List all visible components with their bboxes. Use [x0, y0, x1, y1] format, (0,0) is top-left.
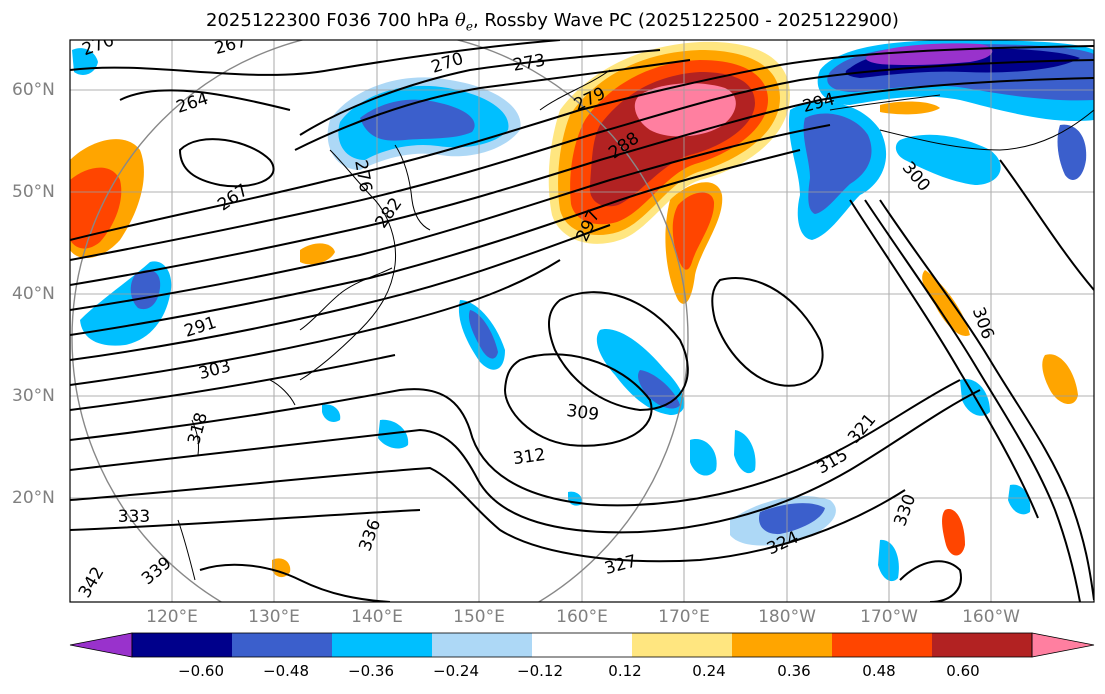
colorbar-tick-label: 0.24 [692, 662, 726, 680]
coastlines [177, 69, 1094, 581]
colorbar-tick-label: −0.12 [517, 662, 563, 680]
colorbar-segment [832, 633, 933, 657]
negative-anomaly-gulf-2 [895, 134, 1001, 185]
contour-label: 339 [138, 553, 176, 589]
negative-anomaly-sub-3 [734, 430, 756, 474]
lat-label-20n: 20°N [12, 488, 55, 508]
title-theta-symbol: θ [455, 10, 466, 31]
graticule [70, 40, 1094, 602]
contour-label: 327 [602, 551, 639, 579]
title-subscript: e [465, 19, 473, 34]
negative-anomaly-china [80, 261, 172, 346]
negative-anomaly-sub-2 [690, 439, 717, 476]
contour-label: 306 [968, 305, 998, 342]
colorbar [69, 632, 1095, 658]
contour-label: 321 [844, 410, 880, 448]
contour-label: 303 [196, 356, 233, 384]
colorbar-tick-label: −0.36 [348, 662, 394, 680]
lon-label-150e: 150°E [453, 607, 505, 627]
contour-label: 312 [512, 445, 547, 469]
colorbar-segment [532, 633, 633, 657]
lon-label-170w: 170°W [860, 607, 918, 627]
contour-label: 270 [80, 30, 117, 60]
colorbar-segment [132, 633, 233, 657]
lon-label-180w: 180°W [758, 607, 816, 627]
positive-anomaly-south [942, 509, 965, 556]
colorbar-segment [632, 633, 733, 657]
colorbar-outline [131, 632, 1033, 658]
title-suffix: , Rossby Wave PC (2025122500 - 202512290… [472, 10, 899, 31]
colorbar-tick-label: 0.12 [608, 662, 642, 680]
positive-anomaly-small-2 [880, 101, 940, 115]
contour-label: 264 [174, 89, 211, 118]
contour-label: 342 [75, 563, 109, 601]
contour-label: 267 [212, 31, 249, 59]
contour-label: 273 [511, 50, 546, 75]
contour-label: 318 [184, 410, 212, 447]
lat-label-50n: 50°N [12, 182, 55, 202]
lon-label-140e: 140°E [351, 607, 403, 627]
colorbar-tick-label: 0.36 [777, 662, 811, 680]
colorbar-tick-label: 0.48 [862, 662, 896, 680]
colorbar-segment [732, 633, 833, 657]
colorbar-tick-label: 0.60 [946, 662, 980, 680]
lat-label-60n: 60°N [12, 80, 55, 100]
negative-anomaly-west-pac-core [468, 310, 498, 359]
positive-anomaly-east [922, 270, 970, 336]
positive-anomaly-small-1 [272, 558, 291, 578]
lat-label-40n: 40°N [12, 284, 55, 304]
lat-label-30n: 30°N [12, 386, 55, 406]
map-frame [69, 39, 1095, 603]
negative-anomaly-east-2 [1008, 484, 1031, 515]
colorbar-tick-label: −0.48 [263, 662, 309, 680]
negative-anomaly-south-2 [878, 539, 899, 582]
positive-anomaly-japan-sea [300, 243, 335, 265]
colorbar-segment [232, 633, 333, 657]
lon-label-170e: 170°E [658, 607, 710, 627]
colorbar-tick-label: −0.60 [178, 662, 224, 680]
lon-label-130e: 130°E [248, 607, 300, 627]
contour-label: 336 [355, 517, 385, 554]
lon-label-120e: 120°E [146, 607, 198, 627]
negative-anomaly-alaska-gulf-2 [803, 113, 872, 214]
negative-anomaly-mid-pac-core [638, 370, 680, 409]
title-prefix: 2025122300 F036 700 hPa [206, 10, 455, 31]
anomaly-shading [70, 40, 1094, 582]
colorbar-segment [432, 633, 533, 657]
lon-label-160w: 160°W [962, 607, 1020, 627]
colorbar-extend-low [69, 632, 133, 658]
negative-anomaly-small-1 [322, 404, 341, 423]
positive-anomaly-manchuria-core [70, 167, 122, 249]
colorbar-extend-high [1031, 632, 1095, 658]
contour-label: 276 [350, 158, 375, 193]
colorbar-segment [332, 633, 433, 657]
colorbar-segment [932, 633, 1033, 657]
lon-label-160e: 160°E [556, 607, 608, 627]
contour-label: 309 [565, 401, 600, 425]
reference-circle [71, 40, 689, 602]
map-title: 2025122300 F036 700 hPa θe, Rossby Wave … [0, 10, 1105, 34]
negative-anomaly-south-1b [758, 503, 825, 535]
colorbar-tick-label: −0.24 [433, 662, 479, 680]
positive-anomaly-bering-core [634, 83, 736, 137]
negative-anomaly-sub-1 [378, 419, 409, 449]
negative-anomaly-gulf-3 [1057, 124, 1087, 180]
positive-anomaly-hawaii [1042, 354, 1078, 405]
contour-label: 333 [118, 507, 150, 527]
theta-e-contours [70, 40, 1094, 602]
positive-anomaly-tongue-core [672, 192, 715, 270]
negative-anomaly-okhotsk-core [360, 99, 475, 141]
